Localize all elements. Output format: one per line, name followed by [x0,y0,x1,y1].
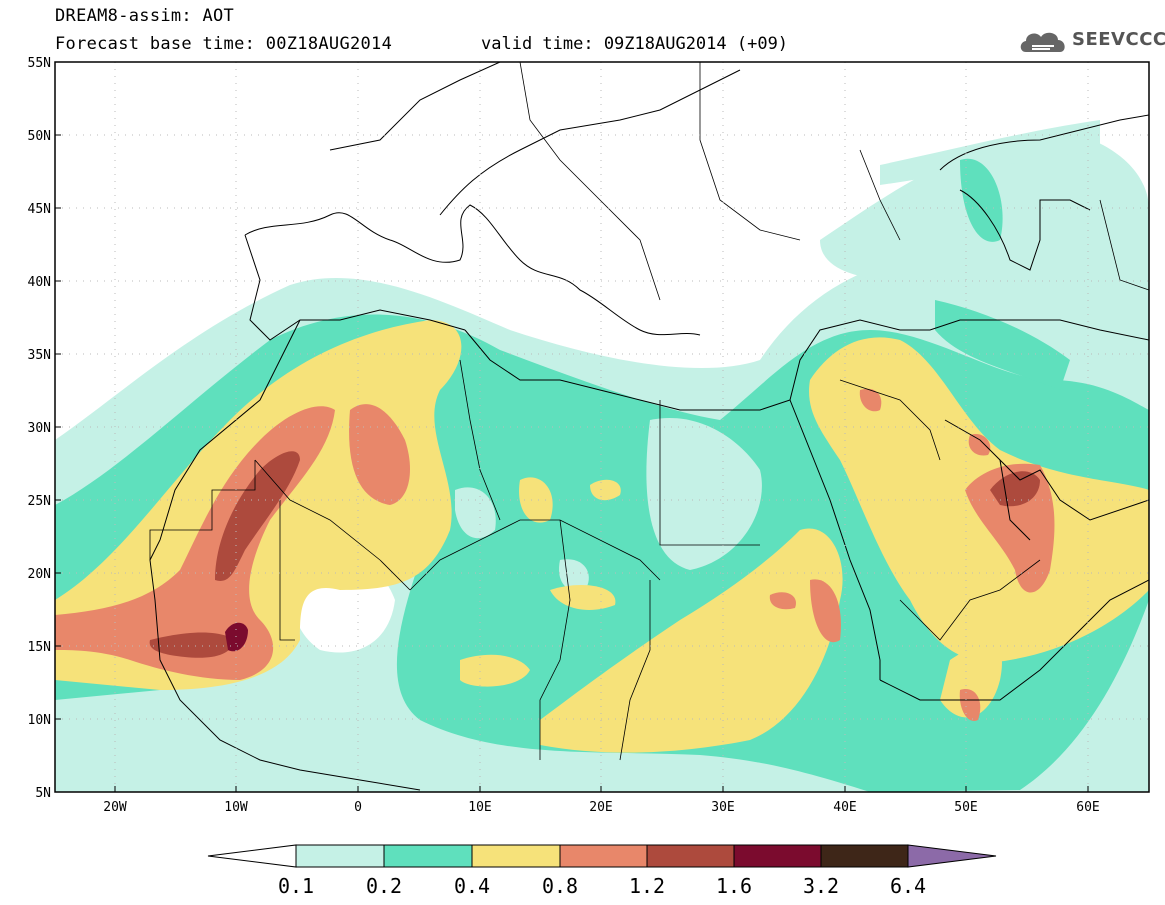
colorbar-label: 0.1 [278,874,314,898]
colorbar-swatch [733,844,822,868]
aot-band-1.6 [225,622,248,652]
lat-label: 10N [28,713,51,728]
lon-label: 20W [103,800,127,815]
logo-text: SEEVCCC [1072,29,1165,50]
colorbar-labels: 0.1 0.2 0.4 0.8 1.2 1.6 3.2 6.4 [278,874,926,898]
aot-band-1.2 [149,451,1040,658]
graticule [55,62,1149,792]
colorbar-label: 0.4 [454,874,490,898]
colorbar-label: 1.2 [629,874,665,898]
colorbar-swatch [646,844,735,868]
lat-label: 45N [28,202,51,217]
tick-marks [55,61,1089,793]
colorbar [207,844,997,868]
lat-label: 20N [28,567,51,582]
lat-label: 15N [28,640,51,655]
lon-label: 50E [954,800,977,815]
lon-label: 0 [354,800,362,815]
lat-labels: 55N 50N 45N 40N 35N 30N 25N 20N 15N 10N … [28,56,51,801]
colorbar-label: 1.6 [716,874,752,898]
colorbar-label: 0.8 [542,874,578,898]
valid-time: valid time: 09Z18AUG2014 (+09) [481,34,789,54]
seevccc-logo: SEEVCCC [1018,26,1165,56]
lat-label: 30N [28,421,51,436]
colorbar-swatch [295,844,385,868]
colorbar-arrow-low [207,844,297,868]
lon-label: 60E [1076,800,1099,815]
lat-label: 50N [28,129,51,144]
colorbar-swatch [383,844,473,868]
lat-label: 35N [28,348,51,363]
map-title: DREAM8-assim: AOT [55,6,235,26]
colorbar-swatch [471,844,561,868]
colorbar-arrow-high [907,844,997,868]
lon-labels: 20W 10W 0 10E 20E 30E 40E 50E 60E [103,800,1099,815]
colorbar-swatch [559,844,648,868]
lon-label: 10E [468,800,491,815]
lon-label: 10W [224,800,248,815]
cloud-logo-icon [1020,32,1065,52]
lat-label: 55N [28,56,51,71]
coastlines [149,62,1149,791]
lat-label: 5N [35,786,51,801]
lat-label: 40N [28,275,51,290]
colorbar-label: 3.2 [803,874,839,898]
lon-label: 40E [833,800,856,815]
dust-field [55,62,1149,792]
lat-label: 25N [28,494,51,509]
colorbar-label: 6.4 [890,874,926,898]
forecast-base-time: Forecast base time: 00Z18AUG2014 [55,34,393,54]
lon-label: 30E [711,800,734,815]
colorbar-label: 0.2 [366,874,402,898]
colorbar-swatch [820,844,909,868]
lon-label: 20E [589,800,612,815]
